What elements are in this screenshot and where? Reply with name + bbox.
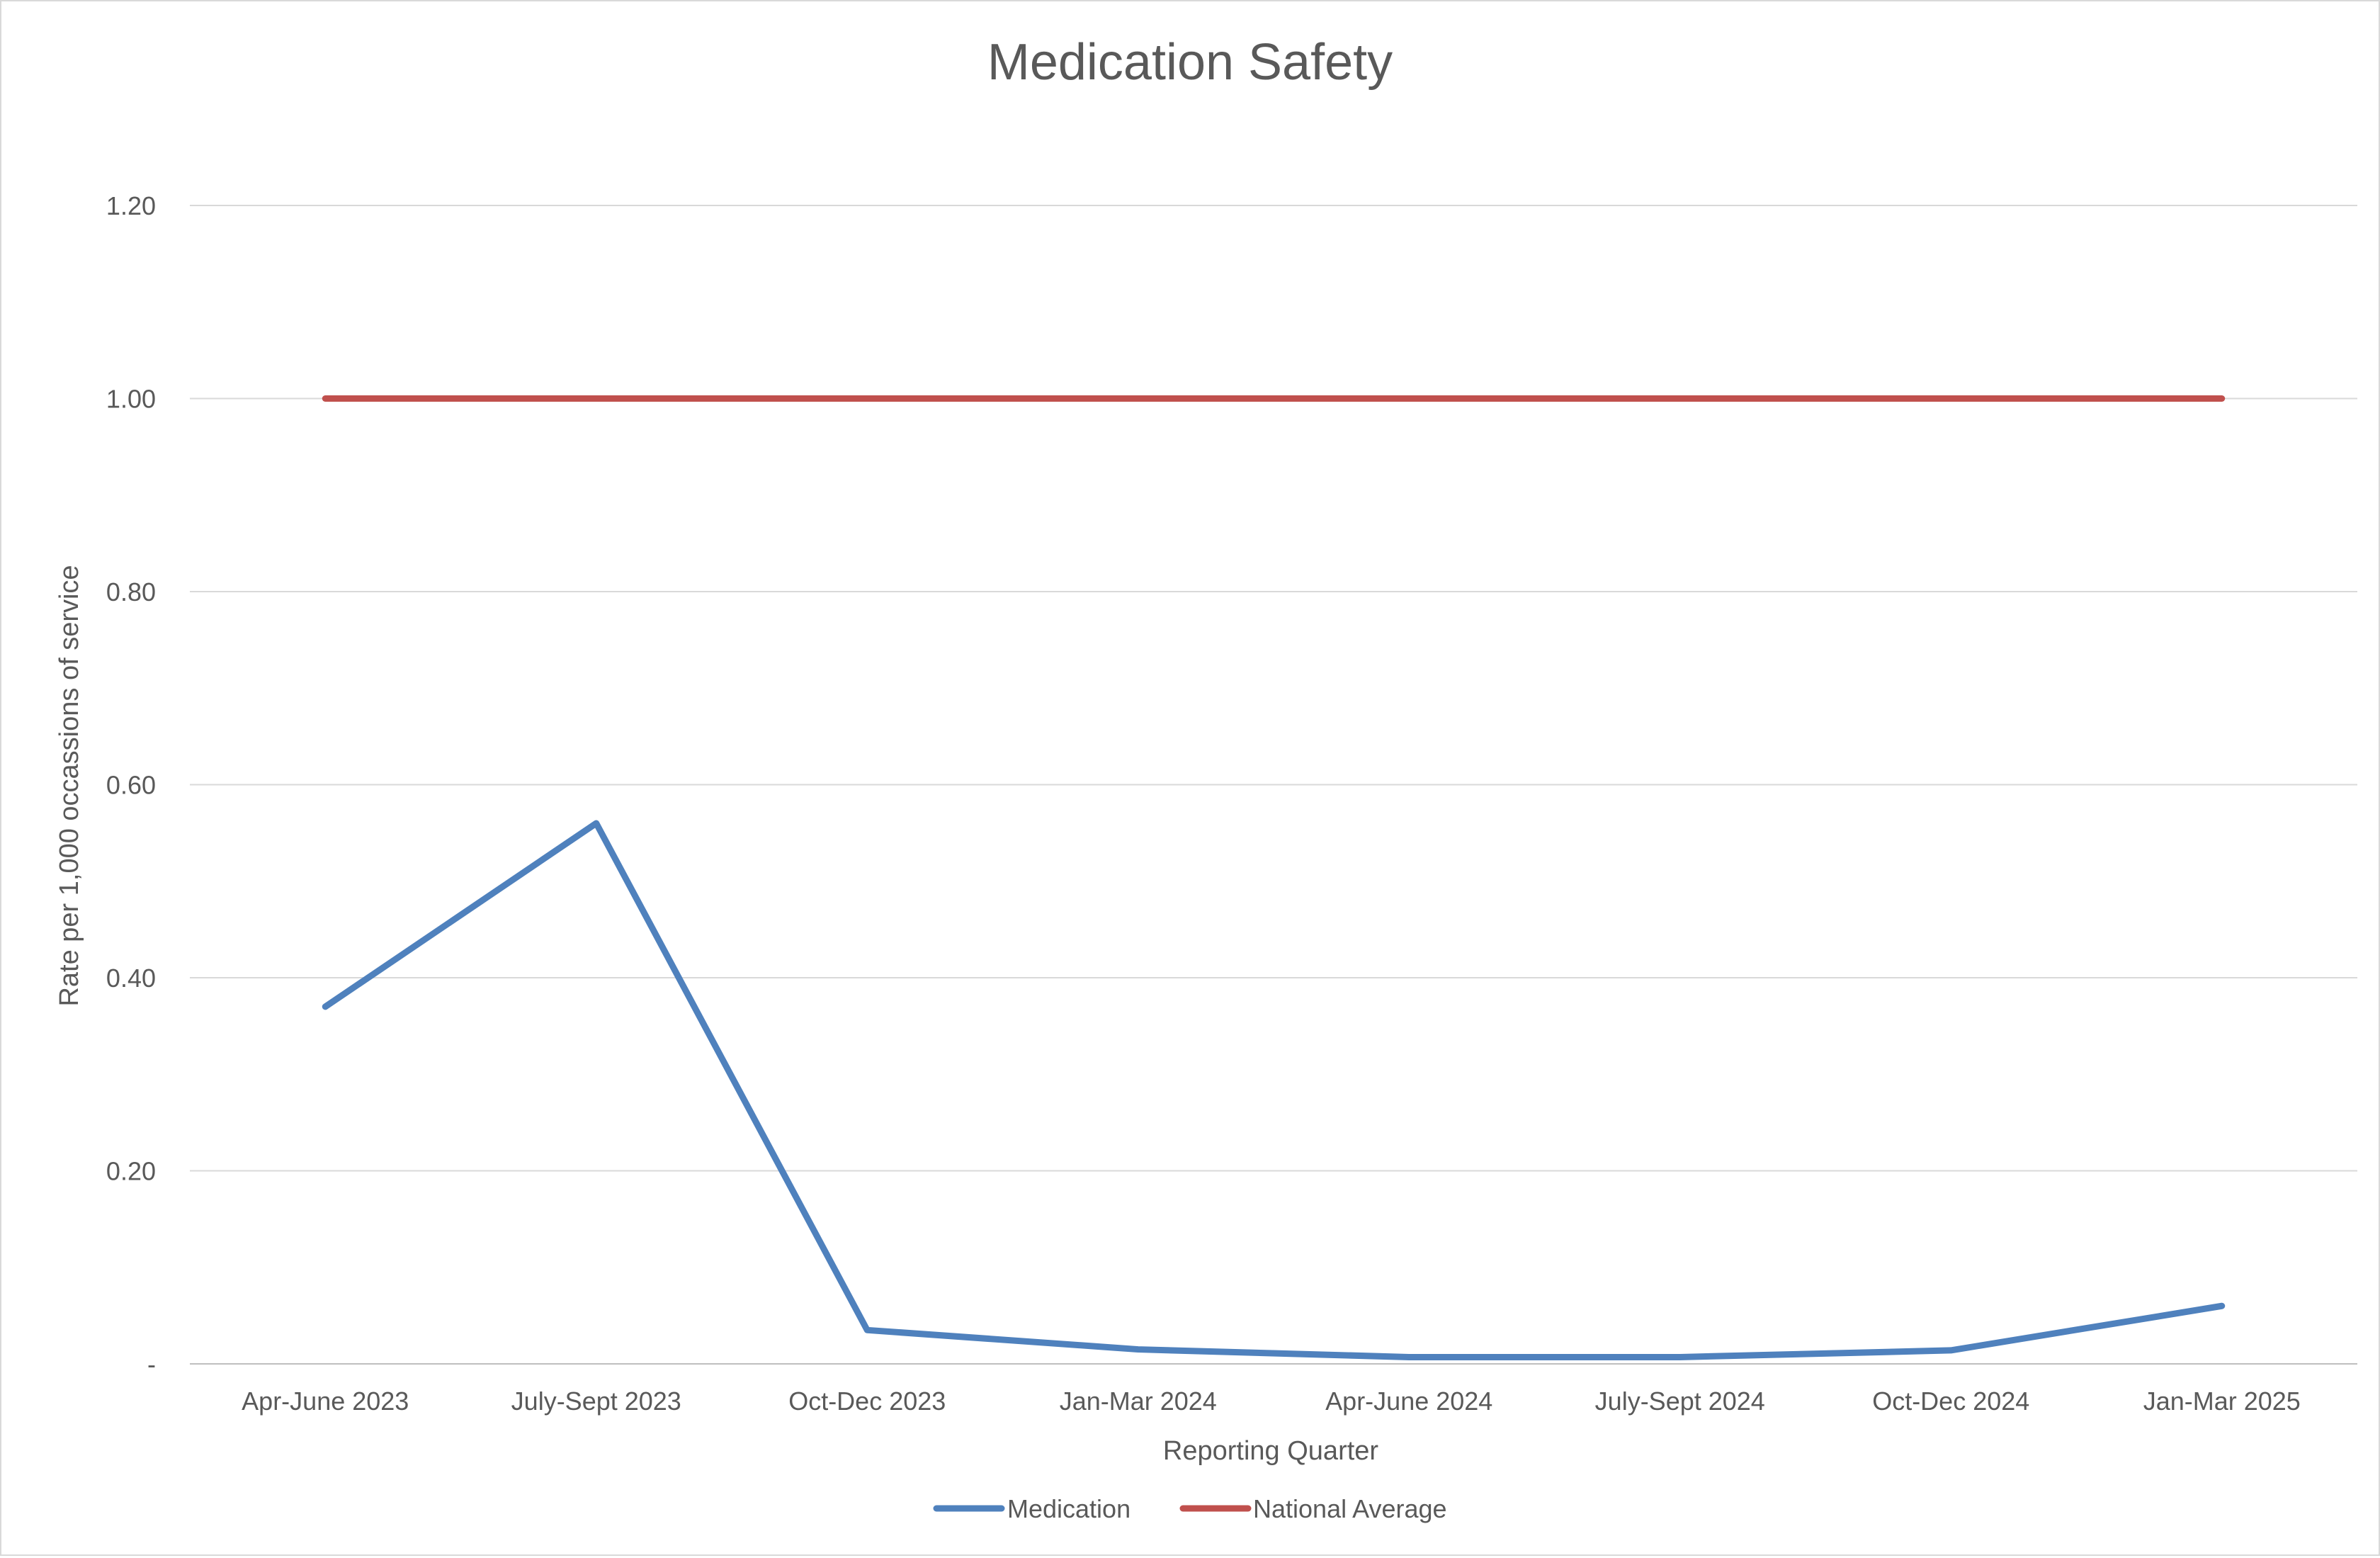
y-tick-label: 0.40 bbox=[106, 964, 156, 993]
chart-title: Medication Safety bbox=[987, 34, 1393, 91]
y-tick-label: 1.00 bbox=[106, 385, 156, 414]
y-tick-label: 0.20 bbox=[106, 1157, 156, 1186]
x-tick-label: Apr-June 2023 bbox=[242, 1387, 409, 1416]
series-line-medication bbox=[322, 820, 2226, 1360]
y-axis-title: Rate per 1,000 occassions of service bbox=[55, 565, 84, 1006]
x-tick-label: Oct-Dec 2023 bbox=[788, 1387, 946, 1416]
y-tick-label: 0.60 bbox=[106, 771, 156, 800]
x-tick-label: Jan-Mar 2024 bbox=[1060, 1387, 1217, 1416]
series-lines bbox=[322, 395, 2226, 1360]
y-axis-ticks: - 0.20 0.40 0.60 0.80 1.00 1.20 bbox=[106, 191, 156, 1379]
x-tick-label: Apr-June 2024 bbox=[1325, 1387, 1492, 1416]
x-axis-title: Reporting Quarter bbox=[1163, 1436, 1378, 1466]
x-tick-label: Oct-Dec 2024 bbox=[1872, 1387, 2029, 1416]
x-tick-label: July-Sept 2024 bbox=[1595, 1387, 1765, 1416]
x-tick-label: July-Sept 2023 bbox=[511, 1387, 681, 1416]
legend: Medication National Average bbox=[933, 1494, 1447, 1523]
legend-label-medication: Medication bbox=[1007, 1494, 1130, 1523]
gridlines bbox=[190, 205, 2357, 1365]
x-tick-label: Jan-Mar 2025 bbox=[2143, 1387, 2301, 1416]
x-axis-ticks: Apr-June 2023 July-Sept 2023 Oct-Dec 2023 J… bbox=[242, 1387, 2301, 1416]
y-tick-label: 0.80 bbox=[106, 577, 156, 606]
legend-label-national-average: National Average bbox=[1253, 1494, 1447, 1523]
y-tick-label: - bbox=[147, 1350, 156, 1379]
y-tick-label: 1.20 bbox=[106, 191, 156, 220]
